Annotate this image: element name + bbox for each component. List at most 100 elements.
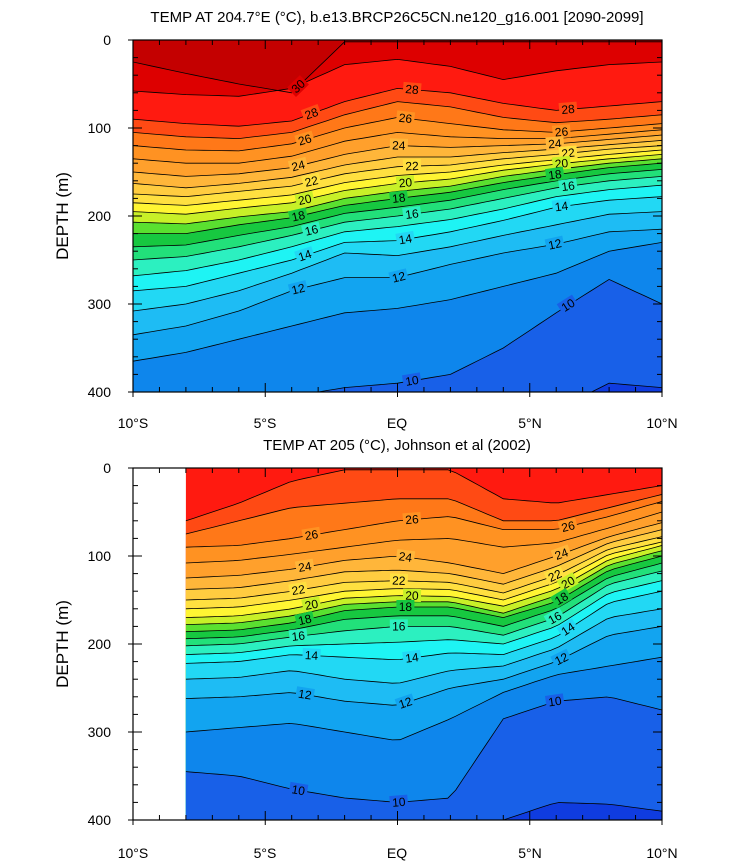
contour-label: 26 [294,130,316,149]
isotherm-line [185,696,662,803]
contour-label-text: 14 [554,199,569,215]
contour-label: 30 [286,75,309,97]
contour-label: 26 [551,124,571,140]
contour-label: 20 [395,175,415,190]
bottom-x-tick: EQ [387,845,407,861]
contour-label: 26 [301,526,322,543]
isotherm-line [185,511,662,564]
contour-label: 28 [300,104,323,123]
isotherm-line [185,550,662,625]
contour-label-text: 20 [559,573,578,592]
contour-label: 12 [550,648,573,669]
contour-label-text: 14 [304,648,318,663]
contour-label-text: 16 [561,178,576,194]
temperature-band [318,279,662,392]
contour-label-text: 12 [297,687,313,703]
top-x-tick: EQ [387,415,407,431]
contour-label: 24 [395,548,416,565]
contour-label-text: 24 [392,138,406,152]
contour-label: 14 [556,618,579,640]
contour-label-text: 28 [561,102,576,117]
contour-label: 20 [556,572,579,593]
top-x-tick: 10°N [646,415,677,431]
top-x-tick: 5°S [254,415,277,431]
contour-label: 16 [402,205,422,222]
contour-label: 20 [294,190,316,208]
contour-label-text: 14 [398,231,414,247]
contour-label: 20 [402,588,422,603]
contour-label-text: 18 [297,611,313,628]
contour-label: 12 [544,235,565,253]
contour-label: 10 [401,372,422,389]
contour-label-text: 18 [552,589,571,608]
contour-label-text: 22 [392,573,406,587]
contour-label: 24 [389,138,409,153]
isotherm-line [133,58,662,97]
contour-label: 16 [301,221,322,239]
isotherm-line [185,562,662,640]
contour-label-text: 16 [404,206,419,222]
contour-label-text: 18 [391,190,406,205]
isotherm-line [133,101,662,140]
top-panel: TEMP AT 204.7°E (°C), b.e13.BRCP26C5CN.n… [53,9,678,431]
contour-label: 10 [288,781,309,798]
contour-label: 14 [402,649,422,666]
top-chart-title: TEMP AT 204.7°E (°C), b.e13.BRCP26C5CN.n… [150,9,643,26]
contour-label: 10 [556,294,579,316]
contour-label-text: 26 [398,111,413,126]
contour-label: 24 [550,544,573,563]
contour-label: 22 [288,581,309,598]
contour-label-text: 12 [290,281,307,298]
contour-label-text: 18 [547,167,562,183]
bottom-y-tick: 400 [88,812,112,828]
contour-label-text: 20 [304,597,320,613]
isotherm-line [185,494,662,535]
contour-label-text: 20 [405,589,419,603]
top-y-axis-label: DEPTH (m) [53,172,72,260]
isotherm-line [133,211,662,312]
contour-label-text: 26 [296,131,313,148]
top-y-tick: 0 [103,32,111,48]
isotherm-line [185,608,662,684]
isotherm-line [133,129,662,164]
contour-label-text: 22 [303,173,319,190]
contour-label: 18 [545,166,565,183]
contour-label: 18 [287,207,309,225]
contour-label: 10 [389,794,409,810]
contour-label: 10 [544,693,565,710]
bottom-chart-title: TEMP AT 205 (°C), Johnson et al (2002) [263,437,531,454]
contour-label: 18 [294,610,316,628]
contour-label: 22 [389,573,409,588]
contour-label-text: 16 [546,608,565,627]
contour-label: 14 [302,648,321,663]
isotherm-line [185,626,662,706]
contour-label: 16 [288,628,308,644]
contour-label-text: 14 [296,247,313,265]
contour-label: 14 [551,198,572,215]
contour-label-text: 12 [397,694,414,712]
isotherm-line [185,536,662,601]
temperature-band [185,697,662,820]
isotherm-line [185,802,662,820]
contour-label: 18 [396,600,415,614]
contour-label-text: 10 [392,795,407,810]
isotherm-line [185,570,662,647]
contour-label-text: 10 [291,782,307,798]
bottom-x-tick: 10°N [646,845,677,861]
contour-label-text: 26 [405,512,420,527]
isotherm-line [185,501,662,548]
contour-label-text: 26 [560,518,577,535]
bottom-x-tick: 5°N [518,845,542,861]
isotherm-line [185,656,662,741]
contour-label-text: 20 [297,191,313,208]
contour-label: 12 [394,693,416,712]
contour-label-text: 10 [547,694,563,710]
isotherm-line [185,522,662,579]
contour-label-text: 14 [404,650,419,666]
top-y-tick: 400 [88,384,112,400]
contour-label-text: 24 [553,545,571,563]
contour-label: 12 [388,268,409,286]
contour-label: 22 [402,158,422,173]
